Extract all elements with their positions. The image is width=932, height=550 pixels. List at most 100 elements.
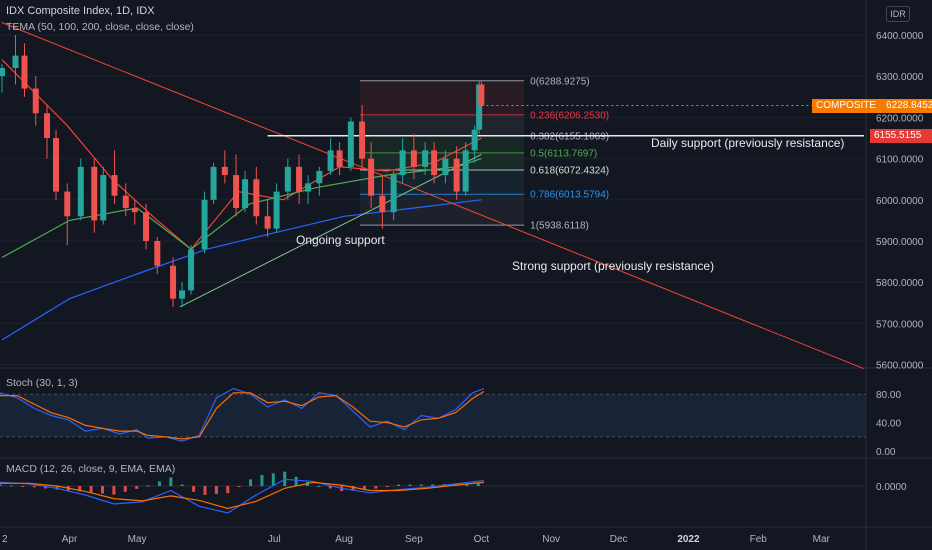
time-tick-label: Apr <box>62 534 78 545</box>
candle-body <box>12 55 19 68</box>
price-tick-label: 5700.0000 <box>876 319 924 330</box>
composite-name: COMPOSITE <box>816 99 877 111</box>
macd-histogram-bar <box>44 486 48 489</box>
candle-body <box>347 121 354 167</box>
candle-body <box>64 191 71 217</box>
macd-tick-label: 0.0000 <box>876 482 907 493</box>
macd-histogram-bar <box>271 473 275 486</box>
price-tick-label: 6300.0000 <box>876 72 924 83</box>
macd-histogram-bar <box>374 486 378 489</box>
macd-histogram-bar <box>192 486 196 492</box>
candle-body <box>154 241 161 266</box>
macd-histogram-bar <box>135 486 139 489</box>
macd-histogram-bar <box>89 486 93 493</box>
fib-level-label: 0.786(6013.5794) <box>530 190 609 201</box>
macd-histogram-bar <box>317 485 321 487</box>
macd-histogram-bar <box>9 485 13 487</box>
annotation-daily-support: Daily support (previously resistance) <box>651 136 844 150</box>
fib-zone <box>359 152 525 170</box>
candle-body <box>143 212 150 241</box>
candle-body <box>201 199 208 250</box>
stoch-k-line <box>0 387 485 442</box>
fib-level-label: 0.5(6113.7697) <box>530 148 597 159</box>
macd-histogram-bar <box>78 486 82 492</box>
macd-histogram-bar <box>169 477 173 486</box>
stoch-d-line <box>0 390 485 440</box>
candle-body <box>44 113 51 138</box>
fib-zone <box>359 169 525 195</box>
tema-series-line <box>1 199 482 341</box>
candle-body <box>77 166 84 217</box>
stoch-tick-label: 0.00 <box>876 447 896 458</box>
macd-histogram-bar <box>146 485 150 487</box>
macd-signal-line <box>0 481 485 510</box>
candle-body <box>264 216 271 229</box>
macd-histogram-bar <box>260 475 264 486</box>
candle-body <box>453 158 460 192</box>
candle-body <box>284 166 291 192</box>
macd-histogram-bar <box>476 483 480 486</box>
chart-title: IDX Composite Index, 1D, IDX <box>6 5 155 17</box>
daily-support-price-tag: 6155.5155 <box>870 128 932 143</box>
macd-histogram-bar <box>328 486 332 489</box>
candle-body <box>390 175 397 213</box>
fib-level-label: 0.618(6072.4324) <box>530 165 609 176</box>
macd-histogram-bar <box>431 484 435 486</box>
candle-body <box>210 166 217 200</box>
macd-histogram-bar <box>385 486 389 487</box>
fib-level-label: 0(6288.9275) <box>530 76 590 87</box>
candle-body <box>336 150 343 167</box>
macd-histogram-bar <box>157 481 161 486</box>
currency-badge[interactable]: IDR <box>886 6 910 22</box>
macd-histogram-bar <box>351 486 355 491</box>
price-tick-label: 5600.0000 <box>876 361 924 372</box>
macd-histogram-bar <box>226 486 230 494</box>
time-tick-label: Mar <box>813 534 831 545</box>
candle-body <box>131 208 138 213</box>
price-tick-label: 5800.0000 <box>876 278 924 289</box>
time-tick-label: 2022 <box>677 534 700 545</box>
stoch-tick-label: 80.00 <box>876 390 901 401</box>
candle-body <box>305 183 312 192</box>
fib-level-label: 1(5938.6118) <box>530 221 589 232</box>
candle-body <box>273 191 280 229</box>
candle-body <box>122 195 129 209</box>
macd-histogram-bar <box>203 486 207 495</box>
composite-price-tag: COMPOSITE 6228.8452 <box>812 98 932 113</box>
time-tick-label: 2 <box>2 534 8 545</box>
macd-histogram-bar <box>180 484 184 486</box>
annotation-strong-support: Strong support (previously resistance) <box>512 259 714 273</box>
macd-line <box>0 478 485 514</box>
fib-level-label: 0.236(6206.2530) <box>530 110 609 121</box>
time-tick-label: Dec <box>610 534 628 545</box>
macd-histogram-bar <box>397 484 401 486</box>
time-tick-label: Oct <box>474 534 490 545</box>
macd-histogram-bar <box>408 484 412 486</box>
candle-body <box>410 150 417 167</box>
price-tick-label: 5900.0000 <box>876 237 924 248</box>
macd-histogram-bar <box>465 483 469 486</box>
candle-body <box>359 121 366 159</box>
candle-body <box>316 170 323 184</box>
macd-histogram-bar <box>419 484 423 486</box>
fib-level-label: 0.382(6155.1069) <box>530 131 609 142</box>
candle-body <box>91 166 98 221</box>
candle-body <box>431 150 438 176</box>
stoch-tick-label: 40.00 <box>876 419 901 430</box>
time-tick-label: May <box>128 534 147 545</box>
candle-body <box>0 67 5 77</box>
fib-zone <box>359 114 525 136</box>
candle-body <box>100 175 107 221</box>
macd-histogram-bar <box>112 486 116 495</box>
price-tick-label: 6100.0000 <box>876 155 924 166</box>
candle-body <box>478 84 485 106</box>
macd-histogram-bar <box>0 484 2 486</box>
macd-histogram-bar <box>362 486 366 490</box>
macd-histogram-bar <box>294 476 298 486</box>
candle-body <box>379 195 386 213</box>
candle-body <box>327 150 334 171</box>
macd-histogram-bar <box>123 486 127 492</box>
candle-body <box>188 249 195 291</box>
stoch-title: Stoch (30, 1, 3) <box>6 377 78 389</box>
